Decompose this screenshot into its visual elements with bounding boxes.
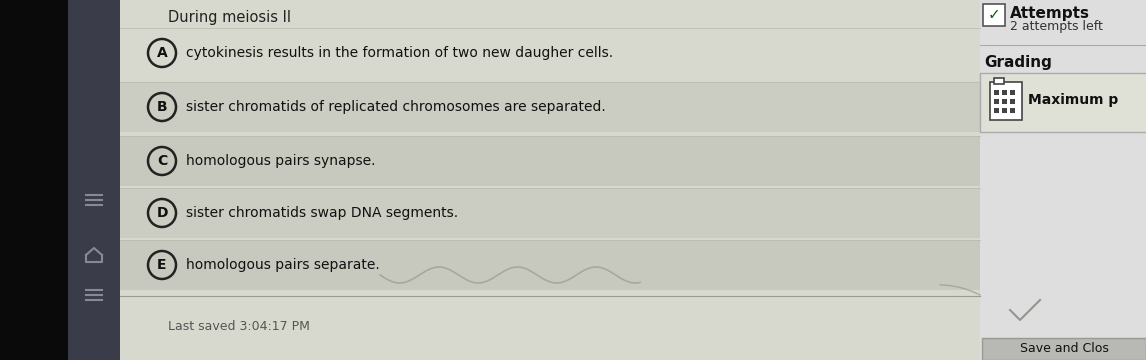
FancyBboxPatch shape xyxy=(994,108,999,113)
Text: D: D xyxy=(156,206,167,220)
FancyBboxPatch shape xyxy=(120,188,980,238)
FancyBboxPatch shape xyxy=(1002,99,1007,104)
Text: cytokinesis results in the formation of two new daugher cells.: cytokinesis results in the formation of … xyxy=(186,46,613,60)
Text: Save and Clos: Save and Clos xyxy=(1020,342,1108,356)
Text: sister chromatids swap DNA segments.: sister chromatids swap DNA segments. xyxy=(186,206,458,220)
Text: A: A xyxy=(157,46,167,60)
Circle shape xyxy=(148,147,176,175)
Text: Attempts: Attempts xyxy=(1010,6,1090,21)
FancyBboxPatch shape xyxy=(120,136,980,186)
FancyBboxPatch shape xyxy=(1010,90,1015,95)
FancyBboxPatch shape xyxy=(983,4,1005,26)
Text: B: B xyxy=(157,100,167,114)
Text: Last saved 3:04:17 PM: Last saved 3:04:17 PM xyxy=(168,320,309,333)
FancyBboxPatch shape xyxy=(1002,108,1007,113)
Text: homologous pairs separate.: homologous pairs separate. xyxy=(186,258,379,272)
FancyBboxPatch shape xyxy=(980,73,1146,132)
FancyBboxPatch shape xyxy=(120,0,980,360)
Text: ✓: ✓ xyxy=(988,8,1000,22)
Circle shape xyxy=(148,251,176,279)
FancyBboxPatch shape xyxy=(1010,108,1015,113)
FancyBboxPatch shape xyxy=(68,0,120,360)
Text: Grading: Grading xyxy=(984,55,1052,70)
Text: homologous pairs synapse.: homologous pairs synapse. xyxy=(186,154,376,168)
FancyBboxPatch shape xyxy=(0,0,68,360)
FancyBboxPatch shape xyxy=(120,240,980,290)
Text: C: C xyxy=(157,154,167,168)
FancyBboxPatch shape xyxy=(1002,90,1007,95)
Circle shape xyxy=(148,93,176,121)
FancyBboxPatch shape xyxy=(120,28,980,78)
Text: During meiosis II: During meiosis II xyxy=(168,10,291,25)
Circle shape xyxy=(148,39,176,67)
FancyBboxPatch shape xyxy=(120,82,980,132)
FancyBboxPatch shape xyxy=(990,82,1022,120)
Text: 2 attempts left: 2 attempts left xyxy=(1010,20,1102,33)
FancyBboxPatch shape xyxy=(994,90,999,95)
FancyBboxPatch shape xyxy=(1010,99,1015,104)
Text: Maximum p: Maximum p xyxy=(1028,93,1118,107)
FancyBboxPatch shape xyxy=(994,78,1004,84)
FancyBboxPatch shape xyxy=(994,99,999,104)
Text: sister chromatids of replicated chromosomes are separated.: sister chromatids of replicated chromoso… xyxy=(186,100,606,114)
Text: E: E xyxy=(157,258,167,272)
Circle shape xyxy=(148,199,176,227)
FancyBboxPatch shape xyxy=(982,338,1146,360)
FancyBboxPatch shape xyxy=(980,0,1146,360)
